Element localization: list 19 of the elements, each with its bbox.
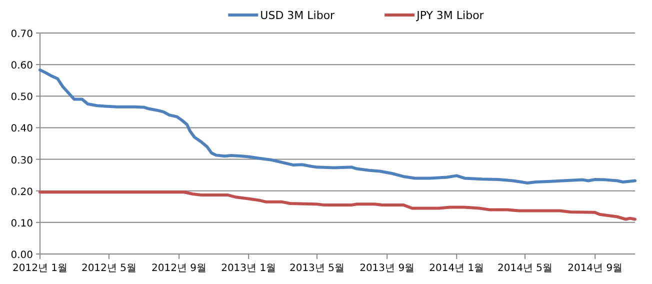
x-tick-label: 2012년 9월	[152, 263, 207, 274]
x-tick-label: 2012년 1월	[12, 263, 68, 274]
x-tick-label: 2014년 9월	[568, 263, 623, 274]
y-tick-label: 0.10	[10, 218, 33, 230]
x-tick-label: 2014년 1월	[429, 263, 484, 274]
x-tick-label: 2013년 9월	[360, 263, 415, 274]
y-tick-label: 0.70	[10, 29, 33, 40]
y-tick-label: 0.30	[10, 155, 33, 166]
x-tick-label: 2012년 5월	[81, 263, 136, 274]
y-tick-label: 0.20	[10, 186, 33, 198]
x-tick-label: 2014년 5월	[498, 263, 553, 274]
x-tick-label: 2013년 5월	[289, 263, 344, 274]
y-tick-label: 0.00	[10, 250, 33, 261]
legend-label: JPY 3M Libor	[416, 9, 484, 22]
y-tick-label: 0.50	[10, 92, 33, 104]
y-tick-label: 0.60	[10, 60, 33, 72]
x-tick-label: 2013년 1월	[221, 263, 276, 274]
y-tick-label: 0.40	[10, 124, 33, 135]
legend-label: USD 3M Libor	[260, 9, 336, 22]
